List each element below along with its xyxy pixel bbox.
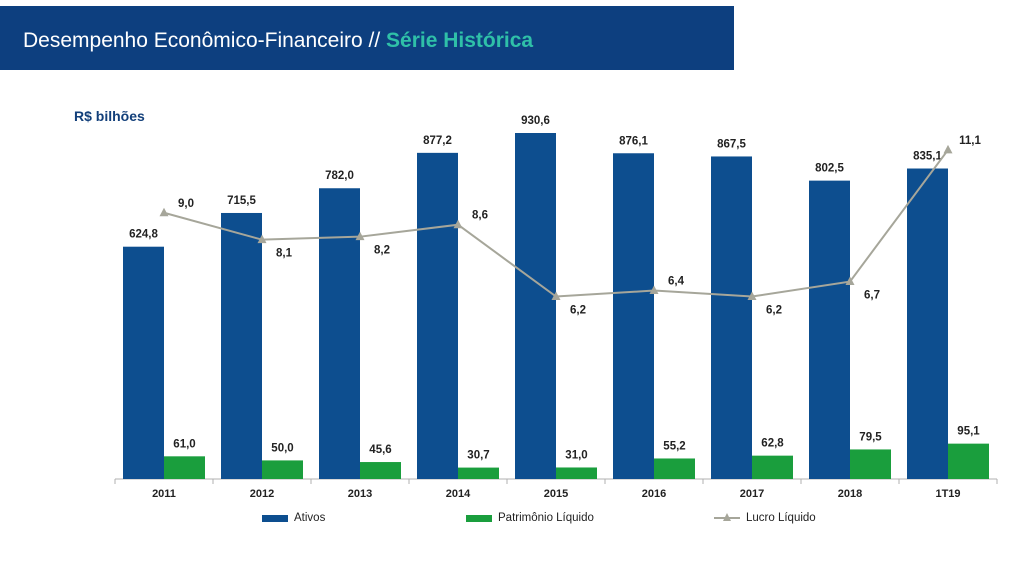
- data-label-lucro: 6,2: [570, 305, 586, 317]
- legend-label-lucro: Lucro Líquido: [746, 512, 816, 524]
- bar-patrimonio: [850, 449, 891, 479]
- bar-ativos: [123, 246, 164, 479]
- data-label-lucro: 6,2: [766, 305, 782, 317]
- x-tick-label: 2014: [446, 488, 471, 500]
- data-label-ativos: 715,5: [227, 195, 256, 207]
- bar-ativos: [711, 156, 752, 479]
- marker-lucro: [747, 291, 757, 301]
- marker-lucro: [845, 276, 855, 286]
- data-label-ativos: 930,6: [521, 115, 550, 127]
- bar-patrimonio: [360, 462, 401, 479]
- legend-swatch-ativos: [262, 514, 288, 522]
- marker-lucro: [453, 219, 463, 229]
- bar-patrimonio: [654, 458, 695, 479]
- bar-ativos: [809, 180, 850, 479]
- marker-lucro: [159, 207, 169, 217]
- x-tick-label: 2011: [152, 488, 176, 500]
- bar-ativos: [221, 212, 262, 479]
- marker-lucro: [257, 234, 267, 244]
- data-label-ativos: 876,1: [619, 135, 648, 147]
- marker-lucro: [649, 285, 659, 295]
- legend-item-ativos: Ativos: [262, 512, 325, 524]
- bar-patrimonio: [556, 467, 597, 479]
- data-label-lucro: 6,7: [864, 290, 880, 302]
- data-label-lucro: 8,2: [374, 245, 390, 257]
- bar-ativos: [613, 153, 654, 479]
- data-label-lucro: 11,1: [959, 135, 981, 147]
- x-tick-label: 2017: [740, 488, 764, 500]
- legend-swatch-lucro: [714, 513, 740, 523]
- data-label-lucro: 8,1: [276, 248, 293, 260]
- data-label-lucro: 6,4: [668, 276, 685, 288]
- header-bar: [0, 6, 734, 70]
- legend: Ativos Patrimônio Líquido Lucro Líquido: [0, 512, 1024, 532]
- data-label-ativos: 624,8: [129, 229, 158, 241]
- page-title-accent: Série Histórica: [386, 29, 534, 52]
- data-label-ativos: 867,5: [717, 138, 746, 150]
- legend-label-ativos: Ativos: [294, 512, 326, 524]
- data-label-ativos: 782,0: [325, 170, 354, 182]
- unit-label: R$ bilhões: [74, 108, 145, 124]
- bar-ativos: [515, 133, 556, 479]
- x-tick-label: 2012: [250, 488, 274, 500]
- x-tick-label: 2016: [642, 488, 666, 500]
- x-tick-label: 2018: [838, 488, 862, 500]
- bar-patrimonio: [262, 460, 303, 479]
- x-tick-label: 1T19: [935, 488, 960, 500]
- legend-item-patrimonio: Patrimônio Líquido: [466, 512, 594, 524]
- data-label-patrimonio: 95,1: [957, 426, 980, 438]
- legend-item-lucro: Lucro Líquido: [714, 512, 816, 524]
- data-label-patrimonio: 45,6: [369, 444, 391, 456]
- data-label-patrimonio: 31,0: [565, 449, 587, 461]
- data-label-ativos: 835,1: [913, 151, 942, 163]
- data-label-ativos: 802,5: [815, 163, 844, 175]
- data-label-patrimonio: 55,2: [663, 440, 685, 452]
- data-label-lucro: 9,0: [178, 198, 194, 210]
- bar-patrimonio: [164, 456, 205, 479]
- x-tick-label: 2015: [544, 488, 568, 500]
- data-label-patrimonio: 79,5: [859, 431, 882, 443]
- page-title-main: Desempenho Econômico-Financeiro //: [23, 29, 381, 52]
- data-label-patrimonio: 30,7: [467, 450, 489, 462]
- bar-ativos: [319, 188, 360, 479]
- x-tick-label: 2013: [348, 488, 372, 500]
- bar-patrimonio: [458, 467, 499, 479]
- legend-label-patrimonio: Patrimônio Líquido: [498, 512, 594, 524]
- bar-ativos: [417, 152, 458, 479]
- data-label-ativos: 877,2: [423, 135, 452, 147]
- bar-patrimonio: [752, 455, 793, 479]
- marker-lucro: [551, 291, 561, 301]
- bar-ativos: [907, 168, 948, 479]
- page-title: Desempenho Econômico-Financeiro // Série…: [23, 29, 533, 53]
- data-label-patrimonio: 62,8: [761, 438, 784, 450]
- data-label-patrimonio: 61,0: [173, 438, 195, 450]
- data-label-patrimonio: 50,0: [271, 442, 293, 454]
- data-label-lucro: 8,6: [472, 210, 488, 222]
- marker-lucro: [943, 144, 953, 154]
- bar-patrimonio: [948, 443, 989, 479]
- marker-lucro: [355, 231, 365, 241]
- legend-swatch-patrimonio: [466, 514, 492, 522]
